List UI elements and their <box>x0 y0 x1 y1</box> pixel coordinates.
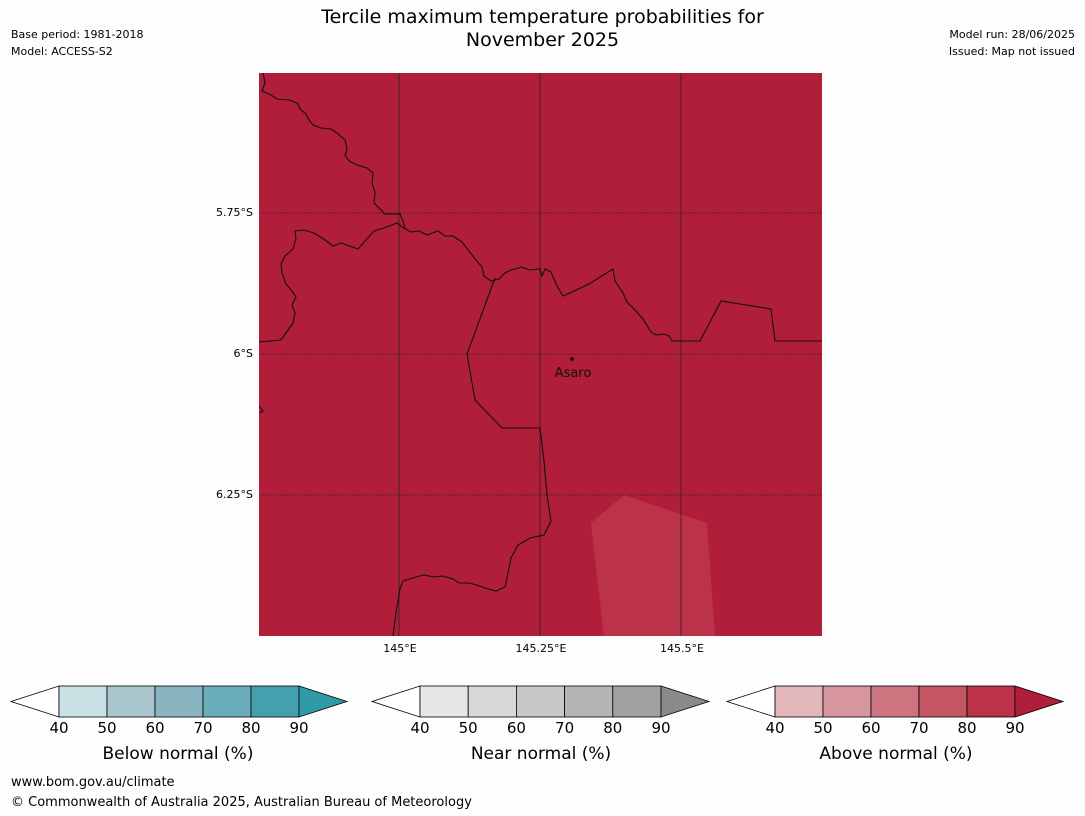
above-colorbar-bin <box>966 685 1016 718</box>
above-colorbar-max-arrow <box>1014 685 1065 718</box>
near-colorbar-tick-label: 40 <box>410 719 430 737</box>
lon-label-145-5: 145.5°E <box>660 642 704 655</box>
asaro-label: Asaro <box>555 366 592 381</box>
above-colorbar-tick-label: 60 <box>861 719 881 737</box>
above-colorbar-bin <box>774 685 824 718</box>
near-colorbar-min-arrow <box>370 685 421 718</box>
below-colorbar-tick-label: 70 <box>193 719 213 737</box>
west-boundary <box>259 222 406 343</box>
near-colorbar-bin <box>467 685 517 718</box>
below-colorbar-bin <box>250 685 300 718</box>
above-colorbar-bin <box>822 685 872 718</box>
meta-right: Model run: 28/06/2025 Issued: Map not is… <box>949 26 1075 60</box>
map-title: Tercile maximum temperature probabilitie… <box>0 6 1085 52</box>
above-colorbar-min-arrow <box>725 685 776 718</box>
edge-boundary <box>259 405 264 414</box>
above-colorbar-tick-label: 80 <box>957 719 977 737</box>
asaro-marker <box>570 357 574 361</box>
near-colorbar-tick-label: 90 <box>651 719 671 737</box>
lat-label-6-25: 6.25°S <box>216 488 253 501</box>
lon-label-145: 145°E <box>383 642 417 655</box>
above-normal-title: Above normal (%) <box>819 744 973 764</box>
gridlines <box>259 73 822 636</box>
below-colorbar-min-arrow <box>9 685 60 718</box>
issued-status: Issued: Map not issued <box>948 45 1075 58</box>
near-colorbar-tick-label: 60 <box>506 719 526 737</box>
lat-label-5-75: 5.75°S <box>216 206 253 219</box>
below-colorbar-tick-label: 90 <box>289 719 309 737</box>
province-boundaries <box>259 73 822 636</box>
above-colorbar-tick-label: 40 <box>765 719 785 737</box>
above-colorbar-bin <box>870 685 920 718</box>
below-normal-title: Below normal (%) <box>102 744 254 764</box>
map-panel[interactable]: Asaro <box>259 73 822 636</box>
below-normal-colorbar <box>9 685 349 718</box>
near-colorbar-bin <box>564 685 614 718</box>
title-line-2: November 2025 <box>465 29 620 51</box>
northwest-boundary <box>261 73 822 342</box>
title-line-1: Tercile maximum temperature probabilitie… <box>321 6 764 28</box>
near-colorbar-tick-label: 70 <box>555 719 575 737</box>
near-colorbar-tick-label: 50 <box>458 719 478 737</box>
lat-label-6: 6°S <box>233 347 253 360</box>
footer-copyright: © Commonwealth of Australia 2025, Austra… <box>11 795 472 810</box>
model-name: Model: ACCESS-S2 <box>11 45 113 58</box>
below-colorbar-max-arrow <box>298 685 349 718</box>
above-colorbar-bin <box>918 685 968 718</box>
above-normal-colorbar <box>725 685 1065 718</box>
below-colorbar-bin <box>58 685 108 718</box>
below-colorbar-tick-label: 60 <box>145 719 165 737</box>
base-period: Base period: 1981-2018 <box>11 28 144 41</box>
lighter-probability-patch <box>591 495 715 636</box>
near-colorbar-bin <box>516 685 566 718</box>
colorbars <box>9 685 1065 718</box>
below-colorbar-tick-label: 80 <box>241 719 261 737</box>
footer-url[interactable]: www.bom.gov.au/climate <box>11 775 175 790</box>
below-colorbar-bin <box>106 685 156 718</box>
south-boundary <box>392 277 552 636</box>
near-normal-colorbar <box>370 685 711 718</box>
below-colorbar-tick-label: 40 <box>49 719 69 737</box>
above-colorbar-tick-label: 90 <box>1005 719 1025 737</box>
near-colorbar-max-arrow <box>660 685 711 718</box>
below-colorbar-bin <box>154 685 204 718</box>
above-colorbar-tick-label: 50 <box>813 719 833 737</box>
above-colorbar-tick-label: 70 <box>909 719 929 737</box>
near-colorbar-bin <box>612 685 662 718</box>
near-normal-title: Near normal (%) <box>470 744 612 764</box>
lon-label-145-25: 145.25°E <box>515 642 567 655</box>
near-colorbar-tick-label: 80 <box>603 719 623 737</box>
model-run: Model run: 28/06/2025 <box>949 28 1075 41</box>
probability-fill <box>259 73 822 636</box>
below-colorbar-bin <box>202 685 252 718</box>
below-colorbar-tick-label: 50 <box>97 719 117 737</box>
meta-left: Base period: 1981-2018 Model: ACCESS-S2 <box>11 26 143 60</box>
near-colorbar-bin <box>419 685 469 718</box>
